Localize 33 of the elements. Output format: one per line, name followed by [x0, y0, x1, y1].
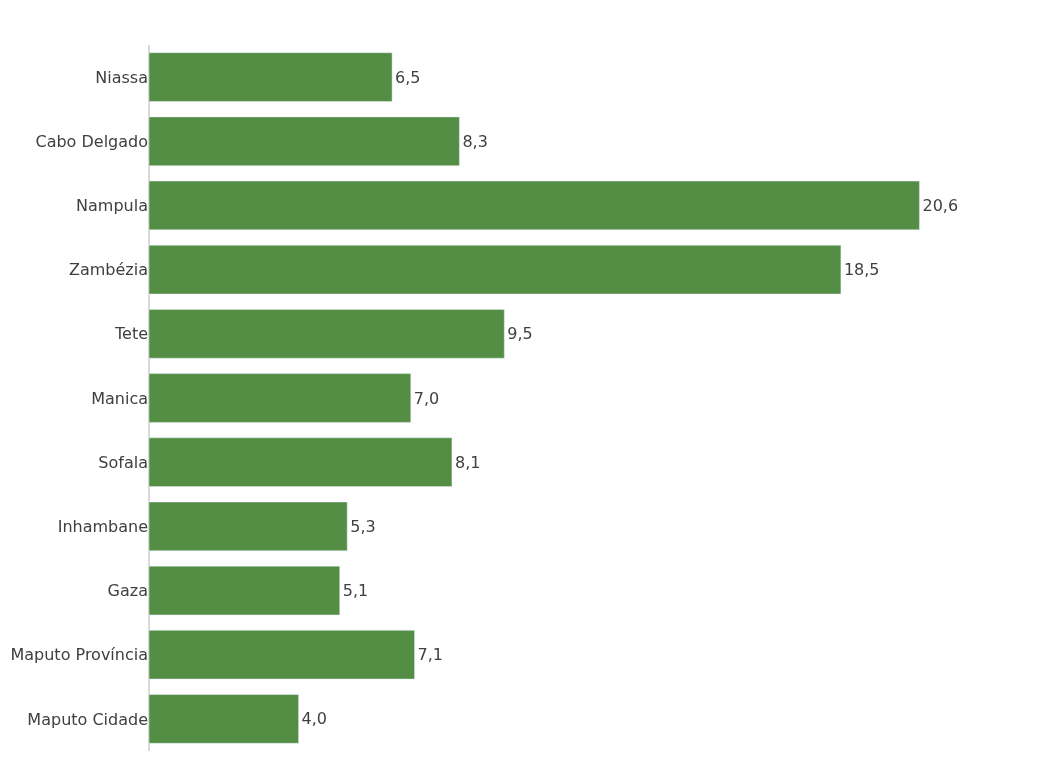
data-label: 5,1: [342, 581, 369, 601]
data-label: 20,6: [922, 195, 959, 215]
y-tick-label: Niassa: [95, 67, 148, 87]
y-tick-label: Zambézia: [69, 260, 148, 280]
y-tick-label: Inhambane: [57, 516, 148, 536]
bar: [149, 180, 920, 231]
data-label: 9,5: [507, 324, 533, 344]
y-tick-label: Maputo Cidade: [27, 709, 148, 729]
data-label: 8,1: [454, 452, 481, 472]
y-tick-label: Tete: [113, 324, 148, 344]
bar: [149, 52, 393, 102]
data-label: 7,1: [417, 645, 443, 665]
bar: [149, 501, 348, 551]
bar: [149, 373, 412, 423]
bar: [149, 630, 415, 680]
y-tick-label: Manica: [91, 388, 148, 408]
bar: [149, 694, 299, 744]
bar: [149, 309, 505, 359]
data-label: 8,3: [462, 131, 488, 151]
y-tick-label: Maputo Província: [10, 645, 148, 665]
y-tick-label: Sofala: [98, 452, 148, 472]
y-tick-label: Nampula: [76, 196, 148, 216]
data-label: 6,5: [395, 67, 421, 87]
data-label: 4,0: [301, 709, 328, 729]
data-label: 18,5: [843, 260, 880, 280]
y-tick-label: Cabo Delgado: [35, 131, 148, 151]
data-label: 7,0: [413, 388, 440, 408]
bar: [149, 565, 340, 616]
bar: [149, 437, 453, 487]
data-label: 5,3: [350, 516, 376, 536]
y-tick-label: Gaza: [107, 581, 148, 601]
bar: [149, 245, 842, 295]
bar: [149, 116, 460, 166]
